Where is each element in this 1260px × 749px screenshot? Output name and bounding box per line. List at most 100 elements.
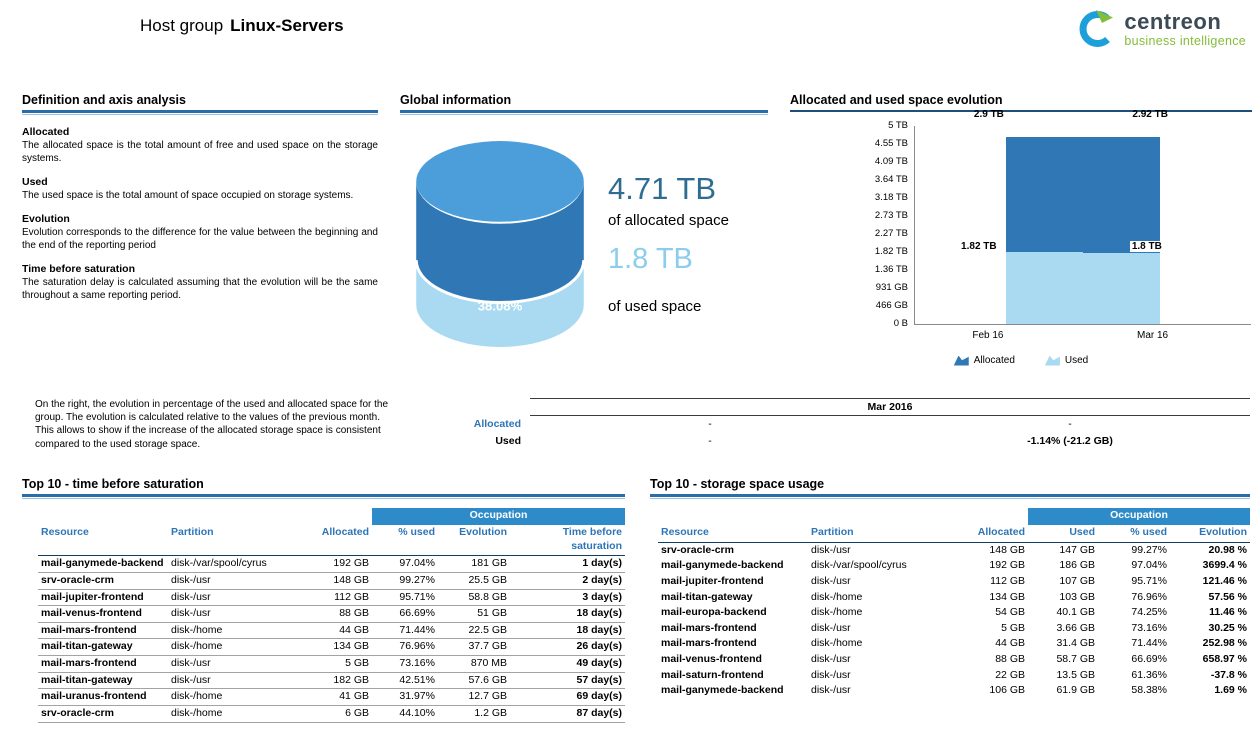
x-axis-labels: Feb 16 Mar 16 [914,330,1250,344]
definitions-list: Allocated The allocated space is the tot… [22,126,378,302]
cell-saturation: 18 day(s) [510,622,626,640]
used-total-value: 1.8 TB [608,243,693,275]
cell-used: 147 GB [1059,543,1095,556]
heading-rule [790,110,1252,112]
cell-allocated: 134 GB [310,638,372,657]
table-row: mail-venus-frontend disk-/usr 88 GB 58.7… [658,652,1250,668]
cell-allocated: 41 GB [310,688,372,707]
cell-partition: disk-/usr [811,668,851,681]
cell-used-pct: 58.38% [1131,684,1167,697]
cell-partition: disk-/usr [811,684,851,697]
legend-label-used: Used [1064,355,1089,366]
cell-used-pct: 66.69% [1131,653,1167,666]
definition-item: Used The used space is the total amount … [22,176,378,202]
cell-partition: disk-/home [168,705,310,723]
cell-saturation: 2 day(s) [510,572,626,590]
cell-used-pct: 66.69% [372,605,438,623]
cell-partition: disk-/usr [168,589,310,607]
used-total-label: of used space [608,298,702,315]
bar-mar [1083,126,1161,324]
allocated-total-label: of allocated space [608,212,729,229]
cell-used-pct: 99.27% [372,572,438,590]
monthly-label-allocated: Allocated [473,418,521,430]
cell-saturation: 3 day(s) [510,589,626,607]
centreon-logo: centreon business intelligence [1075,8,1246,50]
definition-text: The saturation delay is calculated assum… [22,277,378,301]
cell-allocated: 192 GB [989,559,1025,572]
occupation-header: Occupation [1028,508,1251,525]
cell-saturation: 18 day(s) [510,605,626,623]
heading-rule [650,494,1250,499]
heading-rule [22,110,378,115]
bar-chart-plot: 2.9 TB 2.92 TB 1.82 TB 1.8 TB [914,109,1251,325]
cell-evolution: 51 GB [438,605,510,623]
y-tick-label: 1.82 TB [874,246,908,257]
cell-used-pct: 95.71% [372,589,438,607]
cell-allocated: 148 GB [310,572,372,590]
table-row: srv-oracle-crm disk-/usr 148 GB 99.27% 2… [38,572,626,590]
cell-resource: mail-venus-frontend [661,653,762,666]
cell-resource: mail-uranus-frontend [38,688,168,707]
cell-used-pct: 95.71% [1131,574,1167,587]
cell-used-pct: 97.04% [1131,559,1167,572]
cell-used-pct: 76.96% [1131,590,1167,603]
cell-allocated: 88 GB [995,653,1025,666]
col-resource: Resource [658,525,808,543]
table-row: mail-titan-gateway disk-/home 134 GB 76.… [38,638,626,657]
allocated-evolution-col2: - [1068,418,1072,430]
logo-tagline: business intelligence [1124,33,1246,48]
usage-table-section: Top 10 - storage space usage Occupation … [650,477,1251,699]
cell-evolution: 25.5 GB [438,572,510,590]
monthly-values: Mar 2016 - - - -1.14% (-21.2 GB) [530,398,1250,450]
col-used-pct: % used [1098,525,1170,543]
cell-used-pct: 73.16% [1131,621,1167,634]
monthly-row-used: - -1.14% (-21.2 GB) [530,433,1250,450]
definition-text: The used space is the total amount of sp… [22,190,354,201]
global-info-stats: 4.71 TB of allocated space 1.8 TB of use… [608,171,729,315]
col-allocated: Allocated [310,525,372,557]
y-tick-label: 2.73 TB [874,210,908,221]
global-info-section: Global information 38.08% 4.71 TB of all… [400,93,768,347]
cell-resource: mail-ganymede-backend [661,559,784,572]
cell-saturation: 26 day(s) [510,638,626,657]
cell-evolution: -37.8 % [1210,668,1248,681]
allocated-evolution-col1: - [708,418,712,430]
bar-feb [1005,126,1083,324]
cell-evolution: 870 MB [438,655,510,673]
cell-resource: srv-oracle-crm [38,572,168,590]
cell-evolution: 11.46 % [1209,606,1248,619]
cell-used-pct: 71.44% [1131,637,1167,650]
y-tick-label: 4.09 TB [874,156,908,167]
cell-evolution: 37.7 GB [438,638,510,657]
cell-allocated: 148 GB [989,543,1025,556]
definition-term: Allocated [22,126,70,138]
col-used-pct: % used [372,525,438,557]
col-partition: Partition [168,525,310,557]
cell-used-pct: 42.51% [372,672,438,690]
evolution-note: On the right, the evolution in percentag… [35,399,389,450]
table-row: mail-mars-frontend disk-/usr 5 GB 3.66 G… [658,621,1250,637]
allocated-value-label-feb: 2.9 TB [973,109,1004,120]
cell-used: 58.7 GB [1056,653,1095,666]
col-resource: Resource [38,525,168,557]
cell-used: 40.1 GB [1056,606,1095,619]
centreon-logo-icon [1079,10,1114,47]
cell-evolution: 658.97 % [1202,653,1248,666]
table-row: mail-saturn-frontend disk-/usr 22 GB 13.… [658,668,1250,684]
cell-used-pct: 73.16% [372,655,438,673]
table-row: mail-titan-gateway disk-/usr 182 GB 42.5… [38,672,626,690]
cell-saturation: 87 day(s) [510,705,626,723]
col-evolution: Evolution [438,525,510,557]
used-evolution-col1: - [708,435,712,447]
cell-saturation: 69 day(s) [510,688,626,707]
used-segment-mar [1083,252,1161,324]
monthly-comparison-table: Allocated Used Mar 2016 - - - -1.14% (-2… [455,398,1250,450]
monthly-row-labels: Allocated Used [455,398,530,450]
cell-resource: mail-venus-frontend [38,605,168,623]
cell-resource: mail-mars-frontend [38,655,168,673]
y-tick-label: 4.55 TB [874,138,908,149]
spacer [455,398,521,416]
usage-table: Occupation Resource Partition Allocated … [658,508,1251,699]
cell-allocated: 112 GB [990,574,1025,587]
cell-resource: mail-mars-frontend [661,637,757,650]
